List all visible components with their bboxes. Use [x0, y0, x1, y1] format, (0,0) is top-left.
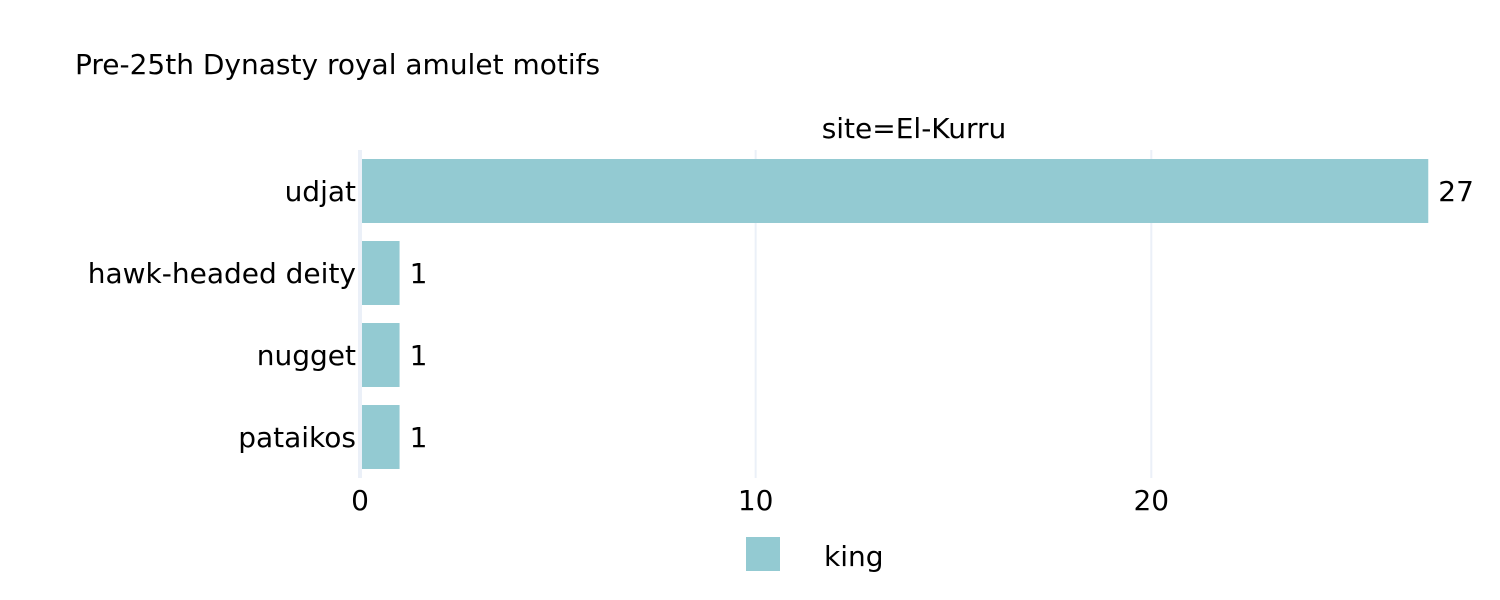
label-layer: 27 1 1 1 [410, 175, 1474, 454]
data-label: 1 [410, 339, 428, 372]
bar-layer [362, 159, 1429, 469]
legend[interactable]: king [746, 537, 884, 573]
axis-layer: 0 10 20 udjat hawk-headed deity nugget pataiko… [88, 175, 1169, 517]
x-tick-label: 20 [1133, 484, 1169, 517]
bar-hawk-headed-deity[interactable] [362, 241, 400, 305]
legend-label-king: king [824, 540, 884, 573]
data-label: 27 [1438, 175, 1474, 208]
y-tick-label: pataikos [238, 421, 356, 454]
facet-label: site=El-Kurru [822, 112, 1007, 145]
bar-nugget[interactable] [362, 323, 400, 387]
bar-pataikos[interactable] [362, 405, 400, 469]
data-label: 1 [410, 257, 428, 290]
bar-udjat[interactable] [362, 159, 1429, 223]
y-tick-label: hawk-headed deity [88, 257, 356, 290]
y-tick-label: udjat [285, 175, 356, 208]
legend-swatch-king[interactable] [746, 537, 780, 571]
y-tick-label: nugget [257, 339, 356, 372]
chart-title: Pre-25th Dynasty royal amulet motifs [75, 48, 600, 81]
data-label: 1 [410, 421, 428, 454]
x-tick-label: 10 [738, 484, 774, 517]
x-tick-label: 0 [351, 484, 369, 517]
